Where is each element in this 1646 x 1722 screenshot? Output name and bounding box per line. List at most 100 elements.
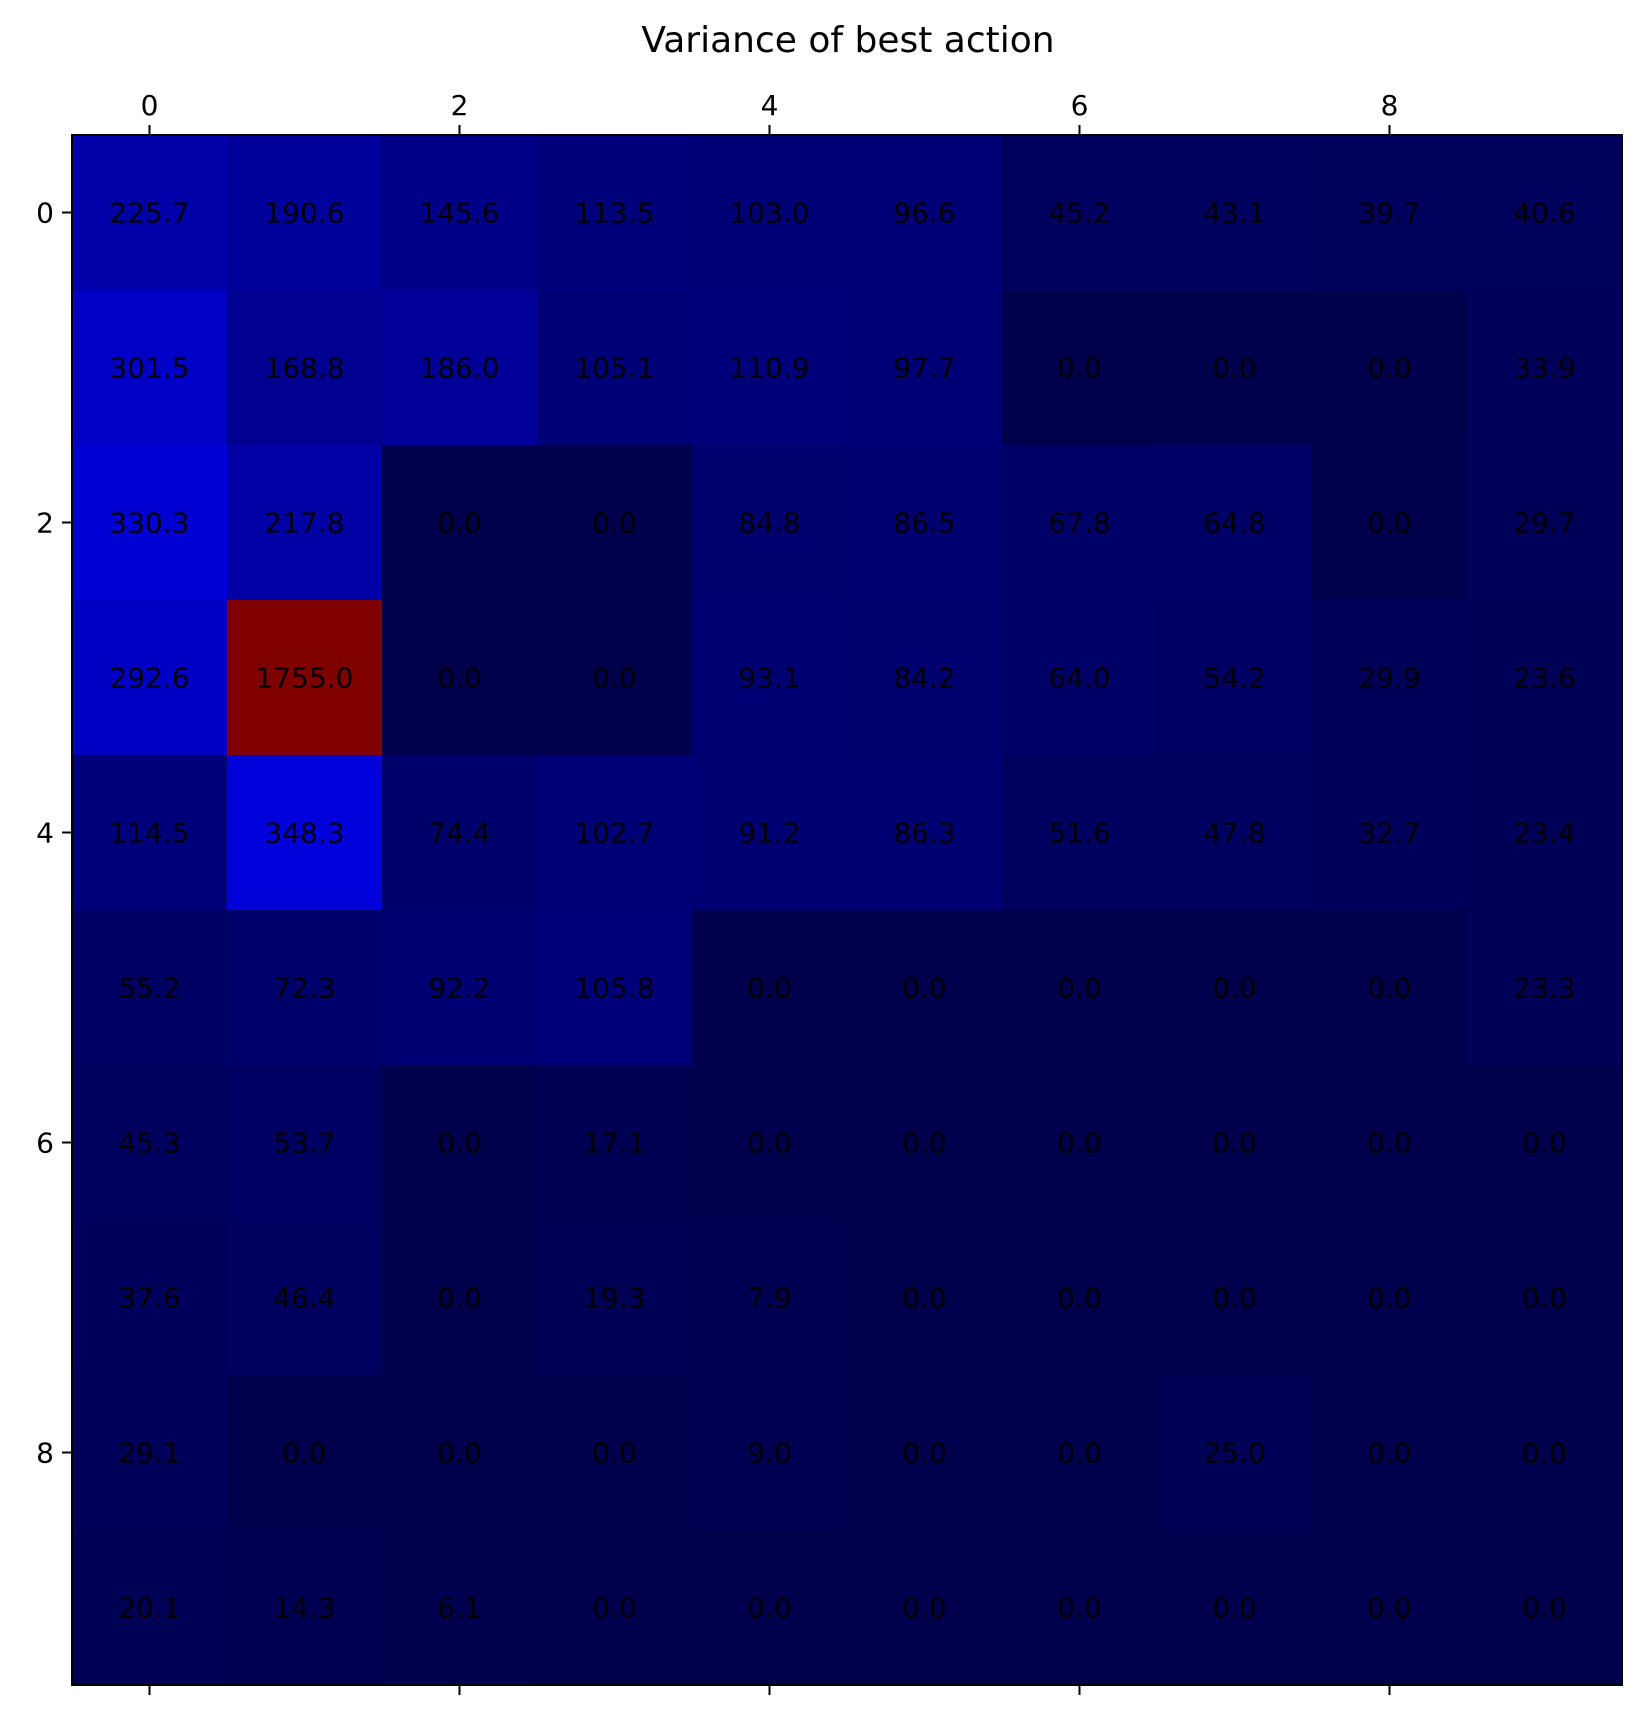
cell-value-label: 93.1 xyxy=(738,662,800,695)
heatmap-cell xyxy=(1157,755,1313,911)
cell-value-label: 190.6 xyxy=(264,197,344,230)
heatmap-cell xyxy=(1312,1220,1468,1376)
cell-value-label: 0.0 xyxy=(1367,1282,1412,1315)
cell-value-label: 330.3 xyxy=(109,507,189,540)
heatmap-cell xyxy=(382,135,538,291)
heatmap-cell xyxy=(382,1065,538,1221)
cell-value-label: 0.0 xyxy=(902,1282,947,1315)
heatmap-cell xyxy=(1312,135,1468,291)
cell-value-label: 51.6 xyxy=(1048,817,1110,850)
heatmap-cell xyxy=(1157,1220,1313,1376)
heatmap-cell xyxy=(1467,445,1623,601)
heatmap-cell xyxy=(847,1530,1003,1686)
cell-value-label: 19.3 xyxy=(583,1282,645,1315)
heatmap-cell xyxy=(72,910,228,1066)
heatmap-cell xyxy=(1157,1530,1313,1686)
cell-value-label: 74.4 xyxy=(428,817,490,850)
heatmap-cell xyxy=(382,1220,538,1376)
heatmap-cell xyxy=(692,135,848,291)
x-tick-label: 2 xyxy=(451,89,469,122)
heatmap-cell xyxy=(1002,1065,1158,1221)
cell-value-label: 0.0 xyxy=(1522,1437,1567,1470)
y-tick-label: 6 xyxy=(36,1127,54,1160)
cell-value-label: 301.5 xyxy=(109,352,189,385)
cell-value-label: 54.2 xyxy=(1203,662,1265,695)
cell-value-label: 186.0 xyxy=(419,352,499,385)
heatmap-cell xyxy=(1467,1220,1623,1376)
cell-value-label: 0.0 xyxy=(1212,352,1257,385)
heatmap-cell xyxy=(847,755,1003,911)
heatmap-cell xyxy=(847,1065,1003,1221)
cell-value-label: 84.8 xyxy=(738,507,800,540)
heatmap-cell xyxy=(227,290,383,446)
cell-value-label: 25.0 xyxy=(1203,1437,1265,1470)
heatmap-cell xyxy=(1312,1065,1468,1221)
chart-title: Variance of best action xyxy=(641,20,1054,61)
cell-value-label: 92.2 xyxy=(428,972,490,1005)
cell-value-label: 0.0 xyxy=(1057,1592,1102,1625)
y-tick-label: 8 xyxy=(36,1437,54,1470)
heatmap-cell xyxy=(692,600,848,756)
cell-value-label: 9.0 xyxy=(747,1437,792,1470)
cell-value-label: 0.0 xyxy=(282,1437,327,1470)
heatmap-cell xyxy=(1312,600,1468,756)
heatmap-cell xyxy=(72,135,228,291)
cell-value-label: 20.1 xyxy=(118,1592,180,1625)
cell-value-label: 0.0 xyxy=(1367,1127,1412,1160)
heatmap-cell xyxy=(847,1375,1003,1531)
cell-value-label: 97.7 xyxy=(893,352,955,385)
cell-value-label: 0.0 xyxy=(1367,972,1412,1005)
cell-value-label: 0.0 xyxy=(1212,972,1257,1005)
cell-value-label: 0.0 xyxy=(1057,352,1102,385)
heatmap-cell xyxy=(692,755,848,911)
heatmap-cell xyxy=(1157,600,1313,756)
cell-value-label: 29.9 xyxy=(1358,662,1420,695)
cell-value-label: 0.0 xyxy=(1367,1437,1412,1470)
cell-value-label: 0.0 xyxy=(437,1437,482,1470)
heatmap-cell xyxy=(537,1220,693,1376)
heatmap-cell xyxy=(382,1530,538,1686)
cell-value-label: 0.0 xyxy=(747,972,792,1005)
heatmap-cell xyxy=(227,135,383,291)
x-tick-label: 4 xyxy=(761,89,779,122)
cell-value-label: 33.9 xyxy=(1513,352,1575,385)
cell-value-label: 0.0 xyxy=(902,1127,947,1160)
cell-value-label: 37.6 xyxy=(118,1282,180,1315)
heatmap-cell xyxy=(1312,755,1468,911)
cell-value-label: 53.7 xyxy=(273,1127,335,1160)
cell-value-label: 29.1 xyxy=(118,1437,180,1470)
cell-value-label: 0.0 xyxy=(592,507,637,540)
plot-frame xyxy=(71,134,1623,1686)
heatmap-cell xyxy=(72,600,228,756)
cell-value-label: 0.0 xyxy=(1057,1437,1102,1470)
cell-value-label: 110.9 xyxy=(729,352,809,385)
cell-value-label: 23.4 xyxy=(1513,817,1575,850)
cell-value-label: 0.0 xyxy=(1367,352,1412,385)
x-tick-label: 0 xyxy=(141,89,159,122)
heatmap-cell xyxy=(1157,1065,1313,1221)
heatmap-cell xyxy=(1002,1375,1158,1531)
heatmap-cell xyxy=(1002,445,1158,601)
heatmap-cell xyxy=(537,445,693,601)
cell-value-label: 0.0 xyxy=(1522,1592,1567,1625)
cell-value-label: 32.7 xyxy=(1358,817,1420,850)
cell-value-label: 0.0 xyxy=(747,1127,792,1160)
cell-value-label: 7.9 xyxy=(747,1282,792,1315)
cell-value-label: 86.3 xyxy=(893,817,955,850)
cell-value-label: 45.3 xyxy=(118,1127,180,1160)
heatmap-cell xyxy=(382,600,538,756)
cell-value-label: 113.5 xyxy=(574,197,654,230)
heatmap-cell xyxy=(1002,755,1158,911)
heatmap-cell xyxy=(692,1220,848,1376)
heatmap-cell xyxy=(227,1375,383,1531)
cell-value-label: 64.8 xyxy=(1203,507,1265,540)
cell-value-label: 55.2 xyxy=(118,972,180,1005)
y-tick-label: 0 xyxy=(36,197,54,230)
cell-value-label: 46.4 xyxy=(273,1282,335,1315)
cell-value-label: 0.0 xyxy=(902,1437,947,1470)
cell-value-label: 348.3 xyxy=(264,817,344,850)
heatmap-cell xyxy=(1002,600,1158,756)
cell-value-label: 0.0 xyxy=(1522,1282,1567,1315)
heatmap-cell xyxy=(1002,135,1158,291)
